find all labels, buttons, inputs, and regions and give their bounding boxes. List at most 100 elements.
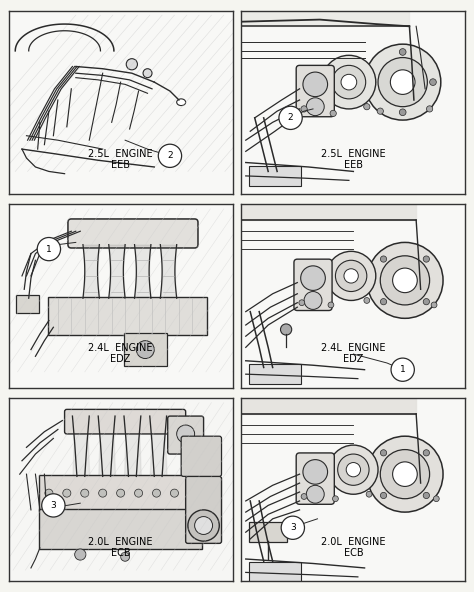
FancyBboxPatch shape bbox=[168, 416, 204, 454]
Circle shape bbox=[117, 489, 125, 497]
Circle shape bbox=[281, 324, 292, 335]
Circle shape bbox=[327, 252, 376, 301]
Circle shape bbox=[365, 44, 441, 120]
Circle shape bbox=[344, 269, 358, 283]
FancyBboxPatch shape bbox=[249, 562, 301, 583]
Circle shape bbox=[63, 489, 71, 497]
Circle shape bbox=[188, 489, 196, 497]
Circle shape bbox=[328, 445, 378, 494]
Circle shape bbox=[99, 489, 107, 497]
Text: EEB: EEB bbox=[344, 160, 363, 170]
Circle shape bbox=[377, 108, 383, 114]
FancyBboxPatch shape bbox=[181, 436, 221, 477]
Circle shape bbox=[322, 55, 376, 109]
FancyBboxPatch shape bbox=[64, 410, 186, 434]
Circle shape bbox=[188, 510, 219, 541]
Circle shape bbox=[367, 436, 443, 512]
Circle shape bbox=[195, 517, 212, 535]
Circle shape bbox=[367, 242, 443, 318]
Circle shape bbox=[399, 109, 406, 115]
Text: 1: 1 bbox=[400, 365, 406, 374]
Circle shape bbox=[75, 549, 86, 560]
Circle shape bbox=[135, 489, 143, 497]
Circle shape bbox=[301, 266, 325, 291]
FancyBboxPatch shape bbox=[294, 259, 332, 311]
Text: 2.4L  ENGINE: 2.4L ENGINE bbox=[321, 343, 386, 353]
Text: EDZ: EDZ bbox=[110, 354, 131, 364]
Circle shape bbox=[137, 340, 154, 359]
Circle shape bbox=[337, 454, 369, 485]
Text: ECB: ECB bbox=[344, 548, 363, 558]
Circle shape bbox=[391, 358, 414, 381]
Circle shape bbox=[391, 70, 415, 94]
Text: EEB: EEB bbox=[111, 160, 130, 170]
Circle shape bbox=[381, 298, 387, 305]
Text: 2.0L  ENGINE: 2.0L ENGINE bbox=[321, 537, 386, 547]
FancyBboxPatch shape bbox=[296, 453, 334, 504]
Circle shape bbox=[392, 462, 417, 487]
Text: 1: 1 bbox=[46, 244, 52, 253]
Circle shape bbox=[341, 75, 357, 90]
Circle shape bbox=[45, 489, 53, 497]
Circle shape bbox=[392, 268, 417, 292]
Circle shape bbox=[143, 69, 152, 78]
Circle shape bbox=[364, 298, 370, 303]
FancyBboxPatch shape bbox=[249, 166, 301, 186]
FancyBboxPatch shape bbox=[17, 295, 39, 313]
Circle shape bbox=[281, 516, 304, 539]
FancyBboxPatch shape bbox=[249, 522, 287, 542]
Circle shape bbox=[336, 260, 367, 291]
Circle shape bbox=[301, 106, 307, 112]
Text: 2.4L  ENGINE: 2.4L ENGINE bbox=[88, 343, 153, 353]
Circle shape bbox=[81, 489, 89, 497]
Text: 3: 3 bbox=[51, 501, 56, 510]
Circle shape bbox=[279, 106, 302, 130]
Circle shape bbox=[303, 72, 328, 96]
Text: 2: 2 bbox=[167, 152, 173, 160]
FancyBboxPatch shape bbox=[68, 219, 198, 248]
Circle shape bbox=[332, 65, 366, 99]
Text: 2.0L  ENGINE: 2.0L ENGINE bbox=[88, 537, 153, 547]
Circle shape bbox=[423, 493, 429, 498]
Circle shape bbox=[427, 106, 433, 112]
Circle shape bbox=[381, 256, 387, 262]
Circle shape bbox=[304, 291, 322, 310]
FancyBboxPatch shape bbox=[296, 65, 334, 117]
Circle shape bbox=[381, 493, 387, 498]
Circle shape bbox=[330, 110, 337, 117]
Circle shape bbox=[153, 489, 161, 497]
Ellipse shape bbox=[177, 99, 186, 105]
Circle shape bbox=[423, 450, 429, 456]
Circle shape bbox=[303, 459, 328, 484]
Text: EDZ: EDZ bbox=[343, 354, 364, 364]
Circle shape bbox=[171, 489, 179, 497]
Circle shape bbox=[158, 144, 182, 168]
Circle shape bbox=[433, 496, 439, 501]
Text: ECB: ECB bbox=[111, 548, 130, 558]
FancyBboxPatch shape bbox=[124, 333, 166, 366]
Circle shape bbox=[431, 302, 437, 308]
Text: 3: 3 bbox=[290, 523, 296, 532]
FancyBboxPatch shape bbox=[186, 477, 221, 543]
FancyBboxPatch shape bbox=[39, 475, 202, 511]
Circle shape bbox=[366, 491, 372, 497]
Circle shape bbox=[126, 59, 137, 70]
Circle shape bbox=[328, 302, 334, 308]
FancyBboxPatch shape bbox=[39, 509, 202, 549]
FancyBboxPatch shape bbox=[249, 364, 301, 384]
Text: 2.5L  ENGINE: 2.5L ENGINE bbox=[88, 149, 153, 159]
Circle shape bbox=[301, 494, 307, 500]
Circle shape bbox=[429, 79, 437, 85]
Text: 2: 2 bbox=[288, 113, 293, 123]
Circle shape bbox=[299, 300, 305, 305]
Circle shape bbox=[364, 104, 370, 110]
Circle shape bbox=[37, 237, 61, 260]
Circle shape bbox=[423, 298, 429, 305]
Circle shape bbox=[120, 552, 129, 561]
Circle shape bbox=[399, 49, 406, 55]
Circle shape bbox=[333, 496, 338, 501]
Text: 2.5L  ENGINE: 2.5L ENGINE bbox=[321, 149, 386, 159]
Circle shape bbox=[423, 256, 429, 262]
Circle shape bbox=[177, 425, 195, 443]
Circle shape bbox=[381, 450, 387, 456]
